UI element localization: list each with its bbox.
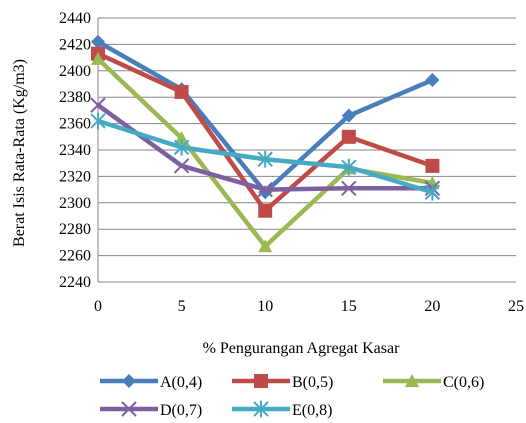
tick-labels: 2240 2260 2280 2300 2320 2340 2360 2380 2400 2420… — [59, 10, 524, 315]
y-tick-label: 2240 — [59, 274, 91, 291]
data-point — [174, 84, 189, 99]
series-D(0,7) — [90, 97, 441, 198]
data-point — [257, 150, 273, 168]
data-point — [425, 73, 440, 88]
y-tick-label: 2360 — [59, 116, 91, 133]
x-tick-label: 15 — [341, 298, 357, 315]
y-tick-label: 2440 — [59, 10, 91, 27]
data-point — [121, 401, 137, 417]
data-point — [91, 51, 105, 65]
data-point — [90, 112, 106, 130]
series-E(0,8) — [90, 112, 441, 201]
data-point — [257, 181, 273, 198]
data-point — [91, 34, 105, 49]
legend-item: D(0,7) — [100, 401, 202, 419]
series-B(0,5) — [91, 46, 440, 218]
x-tick-label: 0 — [94, 298, 102, 315]
y-tick-label: 2300 — [59, 195, 91, 212]
y-tick-label: 2340 — [59, 142, 91, 159]
data-point — [258, 203, 273, 218]
legend-item: B(0,5) — [232, 374, 333, 391]
legend-item: C(0,6) — [383, 374, 484, 391]
data-point — [405, 374, 419, 387]
legend-label: E(0,8) — [292, 402, 332, 419]
y-tick-label: 2420 — [59, 36, 91, 53]
y-tick-label: 2380 — [59, 89, 91, 106]
legend-label: C(0,6) — [443, 374, 484, 391]
data-point — [425, 158, 440, 173]
y-tick-label: 2260 — [59, 248, 91, 265]
data-point — [341, 108, 356, 123]
data-point — [253, 400, 269, 418]
y-tick-label: 2320 — [59, 168, 91, 185]
gridlines — [98, 17, 516, 257]
data-point — [341, 129, 356, 144]
y-tick-label: 2280 — [59, 221, 91, 238]
x-tick-label: 20 — [424, 298, 440, 315]
x-tick-label: 5 — [178, 298, 186, 315]
legend-label: D(0,7) — [160, 402, 202, 419]
y-tick-label: 2400 — [59, 63, 91, 80]
data-point — [424, 183, 441, 201]
data-point — [122, 374, 136, 388]
x-axis-label: % Pengurangan Agregat Kasar — [203, 340, 400, 357]
series-line — [96, 39, 434, 195]
data-point — [258, 239, 273, 253]
x-tick-label: 25 — [508, 298, 524, 315]
data-point — [174, 131, 189, 145]
data-point — [90, 97, 106, 113]
data-point — [341, 180, 357, 196]
legend-item: A(0,4) — [100, 374, 202, 391]
data-point — [173, 138, 190, 156]
legend-label: B(0,5) — [292, 374, 333, 391]
legend: A(0,4) B(0,5) C(0,6) D(0,7) E(0,8) — [100, 374, 484, 419]
data-point — [341, 158, 357, 176]
x-tick-label: 10 — [257, 298, 273, 315]
series-group — [90, 34, 441, 253]
legend-item: E(0,8) — [232, 400, 332, 419]
legend-label: A(0,4) — [160, 374, 202, 391]
y-axis-label: Berat Isis Rata-Rata (Kg/m3) — [11, 59, 28, 247]
data-point — [254, 374, 268, 388]
data-point — [173, 158, 190, 174]
